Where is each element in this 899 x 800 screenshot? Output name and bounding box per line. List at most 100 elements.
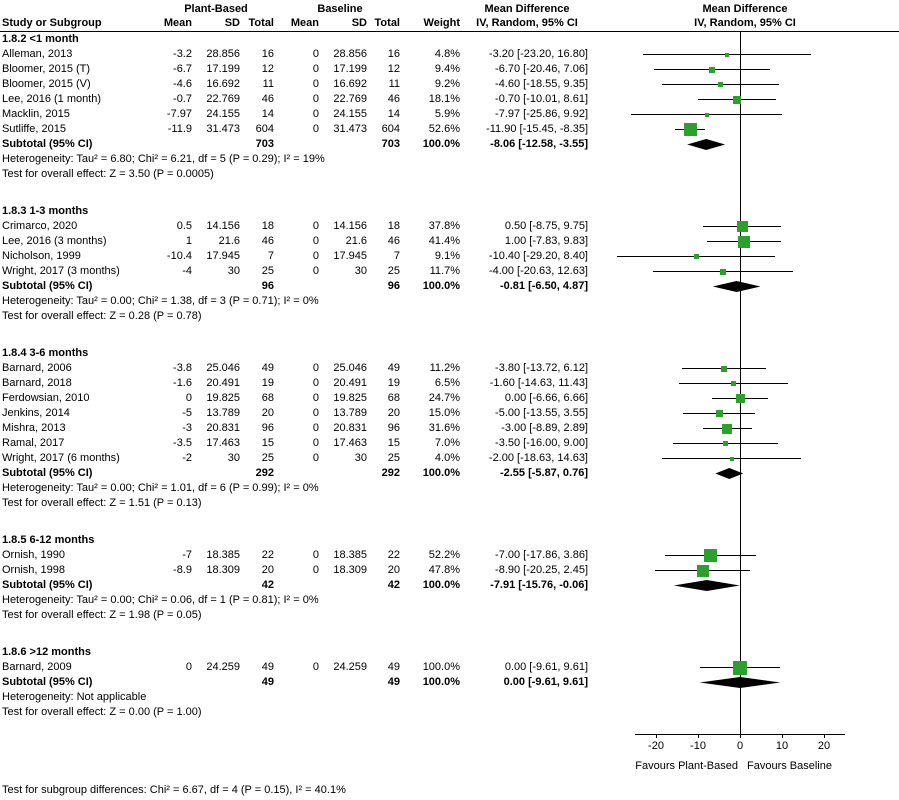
baseline-total: 96 <box>387 280 400 292</box>
plot-cell <box>591 77 899 92</box>
axis-spacer <box>0 734 591 760</box>
plant-mean <box>155 675 195 690</box>
plant-mean: 0 <box>185 392 192 404</box>
baseline-sd: 24.259 <box>333 661 367 673</box>
plant-total: 49 <box>261 661 274 673</box>
plant-sd: 30 <box>227 452 240 464</box>
effect-square <box>733 95 742 104</box>
plot-cell <box>591 481 899 496</box>
ci-text: -8.90 [-20.25, 2.45] <box>495 564 588 576</box>
study-row: Wright, 2017 (3 months) -4 30 25 0 30 25 11.7% -… <box>0 264 899 279</box>
weight-value: 6.5% <box>434 377 460 389</box>
study-label: Ornish, 1990 <box>2 549 65 561</box>
baseline-total: 14 <box>387 108 400 120</box>
note-row: Heterogeneity: Tau² = 0.00; Chi² = 1.01,… <box>0 481 899 496</box>
plant-sd: 20.831 <box>206 422 240 434</box>
header-row-columns: Study or Subgroup Mean SD Total Mean SD … <box>0 16 899 30</box>
plant-total: 7 <box>267 250 274 262</box>
plot-cell <box>591 578 899 593</box>
plant-sd: 21.6 <box>218 235 240 247</box>
baseline-total: 703 <box>381 138 400 150</box>
baseline-sd: 20.831 <box>333 422 367 434</box>
baseline-mean: 0 <box>312 93 319 105</box>
baseline-sd: 20.491 <box>333 377 367 389</box>
plot-cell <box>591 361 899 376</box>
study-column-header: Study or Subgroup <box>2 17 102 29</box>
heterogeneity-note: Heterogeneity: Tau² = 0.00; Chi² = 0.06,… <box>2 594 319 606</box>
baseline-total: 12 <box>387 63 400 75</box>
ci-text: -3.80 [-13.72, 6.12] <box>495 362 588 374</box>
group-title-row: 1.8.3 1-3 months <box>0 204 899 219</box>
plant-total: 12 <box>261 63 274 75</box>
group-title-row: 1.8.5 6-12 months <box>0 533 899 548</box>
baseline-sd: 19.825 <box>333 392 367 404</box>
plant-mean: -3.5 <box>173 437 192 449</box>
note-row: Test for overall effect: Z = 0.28 (P = 0… <box>0 309 899 324</box>
plant-sd: 16.692 <box>206 78 240 90</box>
study-label: Sutliffe, 2015 <box>2 123 67 135</box>
baseline-mean: 0 <box>312 220 319 232</box>
study-row: Sutliffe, 2015 -11.9 31.473 604 0 31.473 604 52… <box>0 122 899 137</box>
baseline-total: 7 <box>393 250 400 262</box>
header-spacer <box>0 2 155 16</box>
ci-text: -4.60 [-18.55, 9.35] <box>495 78 588 90</box>
plot-cell <box>591 690 899 705</box>
subtotal-row: Subtotal (95% CI) 292 292 100.0% -2.55 [-5.8… <box>0 466 899 481</box>
study-row: Crimarco, 2020 0.5 14.156 18 0 14.156 18 37.8% 0… <box>0 219 899 234</box>
plot-cell <box>591 92 899 107</box>
effect-square <box>683 123 697 136</box>
axis-tick <box>824 734 825 738</box>
plot-cell <box>591 137 899 152</box>
effect-square <box>704 549 718 562</box>
baseline-sd <box>322 137 370 152</box>
plant-mean: 1 <box>185 235 192 247</box>
subtotal-diamond <box>673 580 740 591</box>
weight-value: 18.1% <box>428 93 460 105</box>
axis-tick <box>698 734 699 738</box>
baseline-total: 25 <box>387 452 400 464</box>
plant-mean: -6.7 <box>173 63 192 75</box>
ci-text: -8.06 [-12.58, -3.55] <box>490 138 588 150</box>
baseline-total: 22 <box>387 549 400 561</box>
heterogeneity-note: Heterogeneity: Tau² = 6.80; Chi² = 6.21,… <box>2 153 325 165</box>
study-row: Nicholson, 1999 -10.4 17.945 7 0 17.945 7 9.1% -… <box>0 249 899 264</box>
subgroup-difference-test: Test for subgroup differences: Chi² = 6.… <box>2 784 346 796</box>
plant-sd: 31.473 <box>206 123 240 135</box>
axis-row: -20 -10 0 10 20 <box>0 734 899 760</box>
baseline-total: 49 <box>387 676 400 688</box>
ci-text: -0.70 [-10.01, 8.61] <box>495 93 588 105</box>
baseline-total: 18 <box>387 220 400 232</box>
baseline-mean: 0 <box>312 250 319 262</box>
ci-text: -0.81 [-6.50, 4.87] <box>499 280 588 292</box>
subtotal-diamond <box>687 139 726 150</box>
plant-sd: 17.199 <box>206 63 240 75</box>
effect-square <box>720 268 727 275</box>
overall-effect-note: Test for overall effect: Z = 3.50 (P = 0… <box>2 168 214 180</box>
subtotal-label: Subtotal (95% CI) <box>2 467 93 479</box>
baseline-total-header: Total <box>374 17 400 29</box>
plant-total: 46 <box>261 93 274 105</box>
plant-total: 46 <box>261 235 274 247</box>
heterogeneity-note: Heterogeneity: Not applicable <box>2 691 147 703</box>
group-title: 1.8.6 >12 months <box>2 646 91 658</box>
forest-rows: 1.8.2 <1 month Alleman, 2013 -3.2 28.856 16 0… <box>0 32 899 734</box>
study-label: Barnard, 2018 <box>2 377 72 389</box>
plant-mean <box>155 137 195 152</box>
subtotal-label: Subtotal (95% CI) <box>2 280 93 292</box>
ci-text: -7.97 [-25.86, 9.92] <box>495 108 588 120</box>
group-title-row: 1.8.6 >12 months <box>0 645 899 660</box>
plant-sd: 18.309 <box>206 564 240 576</box>
study-row: Macklin, 2015 -7.97 24.155 14 0 24.155 14 5.9% -… <box>0 107 899 122</box>
subtotal-row: Subtotal (95% CI) 96 96 100.0% -0.81 [-6.50,… <box>0 279 899 294</box>
plant-sd: 13.789 <box>206 407 240 419</box>
study-label: Lee, 2016 (3 months) <box>2 235 107 247</box>
plot-cell <box>591 421 899 436</box>
plot-cell <box>591 264 899 279</box>
study-row: Bloomer, 2015 (T) -6.7 17.199 12 0 17.199 12 9.… <box>0 62 899 77</box>
effect-square <box>693 254 699 259</box>
group-title: 1.8.5 6-12 months <box>2 534 95 546</box>
study-row: Lee, 2016 (3 months) 1 21.6 46 0 21.6 46 41.4% 1… <box>0 234 899 249</box>
weight-value: 31.6% <box>428 422 460 434</box>
weight-value: 52.2% <box>428 549 460 561</box>
weight-value: 9.4% <box>434 63 460 75</box>
